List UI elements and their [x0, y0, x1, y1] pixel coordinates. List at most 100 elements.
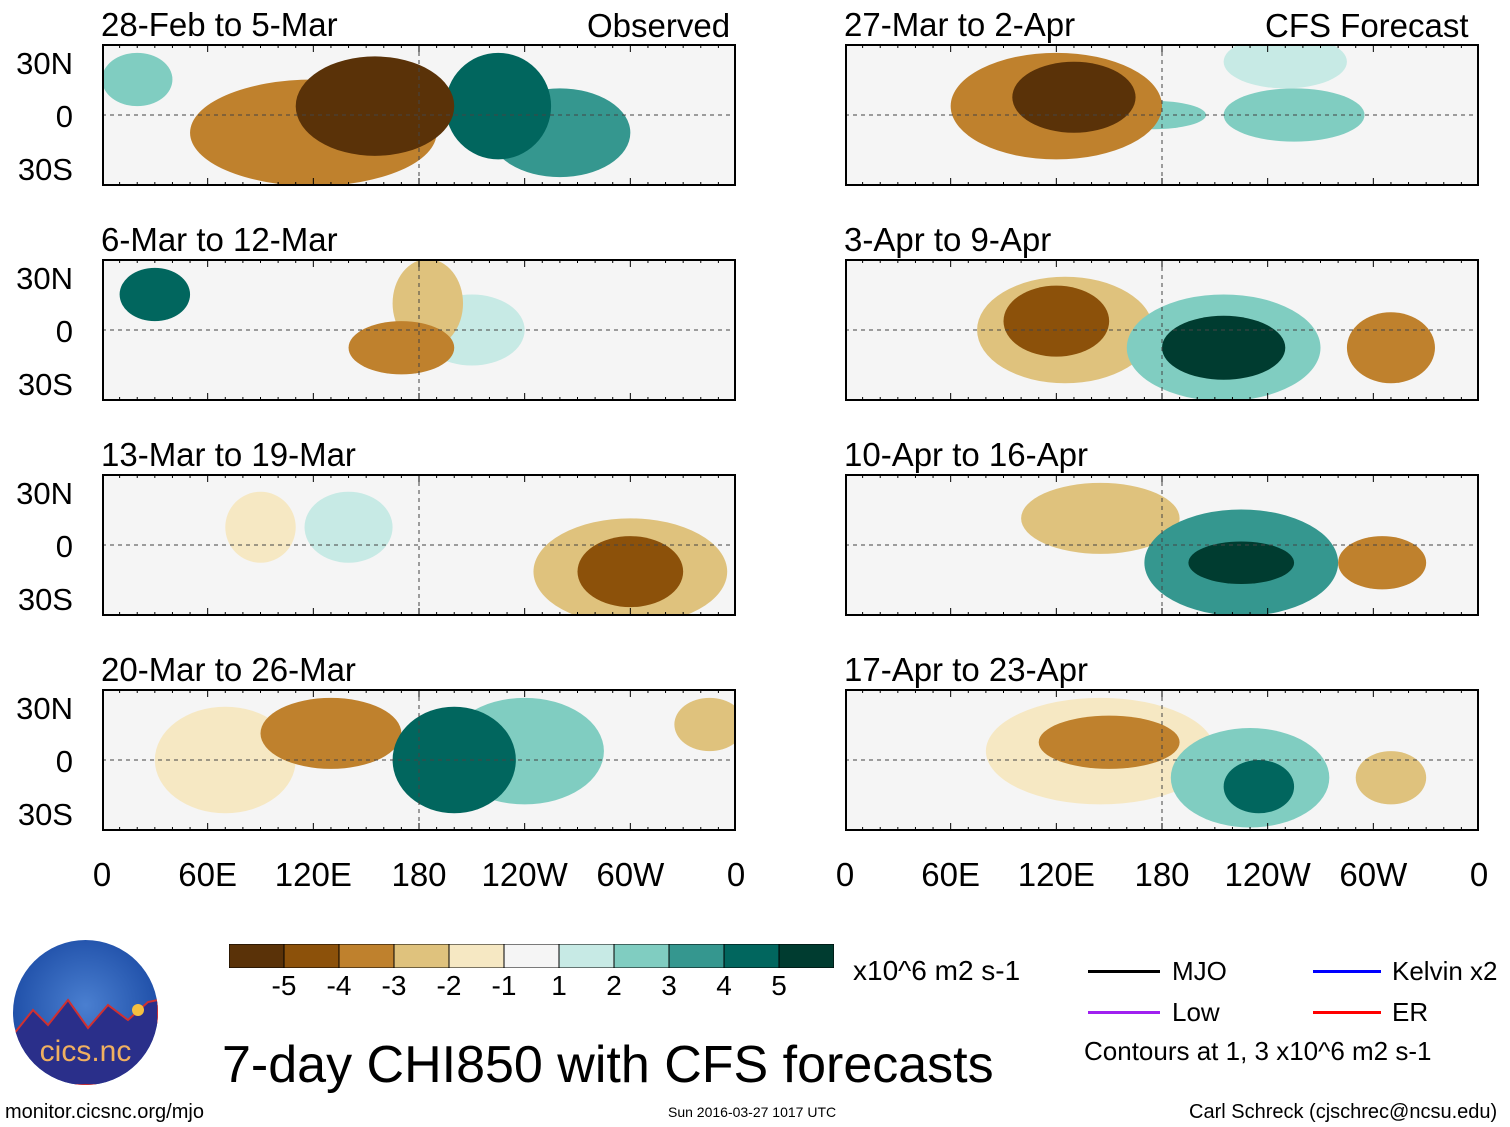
lat-label: 30S — [17, 797, 73, 832]
colorbar-label: -1 — [491, 970, 517, 1001]
lon-label: 0 — [1469, 856, 1489, 893]
colorbar-swatch — [393, 944, 450, 968]
legend-kelvin-line — [1313, 970, 1381, 973]
anomaly-region — [260, 697, 402, 769]
lat-label: 30S — [17, 152, 73, 187]
panel-title: 3-Apr to 9-Apr — [844, 221, 1052, 258]
logo-text: cics.nc — [39, 1035, 132, 1068]
anomaly-region — [1162, 315, 1286, 380]
panel-title: 27-Mar to 2-Apr — [844, 6, 1076, 43]
lat-label: 30N — [16, 261, 73, 296]
colorbar — [229, 944, 834, 968]
anomaly-region — [225, 491, 296, 563]
lon-label: 60E — [178, 856, 238, 893]
panel-title: 20-Mar to 26-Mar — [101, 651, 356, 688]
observed-header: Observed — [587, 7, 731, 44]
legend-kelvin: Kelvin x2 — [1392, 956, 1498, 986]
colorbar-swatch — [613, 944, 670, 968]
colorbar-swatch — [723, 944, 780, 968]
colorbar-label: -4 — [326, 970, 352, 1001]
lon-label: 120E — [1017, 856, 1095, 893]
anomaly-region — [1346, 312, 1435, 384]
anomaly-region — [1021, 482, 1180, 554]
lon-label: 0 — [835, 856, 855, 893]
panel-title: 10-Apr to 16-Apr — [844, 436, 1088, 473]
map-panel — [845, 689, 1479, 831]
colorbar-label: 4 — [716, 970, 732, 1001]
legend-mjo: MJO — [1172, 956, 1227, 986]
anomaly-region — [1038, 715, 1180, 769]
figure-title: 7-day CHI850 with CFS forecasts — [222, 1036, 994, 1094]
colorbar-label: 2 — [606, 970, 622, 1001]
lat-label: 0 — [55, 99, 73, 134]
lat-label: 0 — [55, 529, 73, 564]
lat-label: 30N — [16, 46, 73, 81]
legend-mjo-line — [1088, 970, 1160, 973]
colorbar-swatch — [338, 944, 395, 968]
anomaly-region — [674, 697, 736, 752]
anomaly-region — [445, 52, 552, 160]
legend-low: Low — [1172, 997, 1220, 1027]
anomaly-region — [577, 536, 684, 608]
footer-author: Carl Schreck (cjschrec@ncsu.edu) — [1189, 1101, 1498, 1123]
anomaly-region — [1003, 285, 1110, 357]
legend-er-line — [1313, 1011, 1381, 1014]
anomaly-region — [119, 267, 191, 322]
footer-url[interactable]: monitor.cicsnc.org/mjo — [5, 1101, 204, 1123]
contour-note: Contours at 1, 3 x10^6 m2 s-1 — [1084, 1036, 1432, 1066]
cicsnc-logo[interactable]: cics.nc — [13, 940, 158, 1085]
lon-label: 120W — [481, 856, 568, 893]
colorbar-swatch — [283, 944, 340, 968]
anomaly-region — [1223, 760, 1295, 814]
lon-label: 60W — [1339, 856, 1408, 893]
anomaly-region — [1338, 536, 1427, 590]
anomaly-region — [1223, 44, 1347, 89]
anomaly-region — [102, 52, 173, 107]
colorbar-label: -3 — [381, 970, 407, 1001]
lon-label: 0 — [726, 856, 746, 893]
colorbar-label: 5 — [771, 970, 787, 1001]
colorbar-swatch — [668, 944, 725, 968]
legend-low-line — [1088, 1011, 1160, 1014]
lat-label: 30S — [17, 582, 73, 617]
colorbar-label: 3 — [661, 970, 677, 1001]
lat-label: 30N — [16, 691, 73, 726]
map-panel — [102, 259, 736, 401]
anomaly-region — [1355, 751, 1427, 805]
anomaly-region — [295, 56, 455, 156]
colorbar-swatch — [229, 944, 285, 968]
panel-title: 28-Feb to 5-Mar — [101, 6, 338, 43]
legend-er: ER — [1392, 997, 1429, 1027]
lon-label: 0 — [92, 856, 112, 893]
colorbar-swatch — [778, 944, 834, 968]
map-panel — [845, 474, 1479, 616]
footer-timestamp: Sun 2016-03-27 1017 UTC — [668, 1104, 837, 1120]
map-panel — [845, 44, 1479, 186]
lat-label: 30S — [17, 367, 73, 402]
anomaly-region — [1012, 61, 1136, 133]
colorbar-swatch — [503, 944, 560, 968]
panel-title: 6-Mar to 12-Mar — [101, 221, 338, 258]
mountain-icon — [13, 998, 158, 1085]
colorbar-units: x10^6 m2 s-1 — [853, 955, 1021, 986]
panel-title: 17-Apr to 23-Apr — [844, 651, 1088, 688]
colorbar-label: -5 — [271, 970, 297, 1001]
colorbar-swatch — [448, 944, 505, 968]
anomaly-region — [304, 491, 393, 563]
forecast-header: CFS Forecast — [1265, 7, 1469, 44]
lat-label: 0 — [55, 744, 73, 779]
colorbar-label: -2 — [436, 970, 462, 1001]
lon-label: 120W — [1224, 856, 1311, 893]
colorbar-swatch — [558, 944, 615, 968]
anomaly-region — [348, 321, 455, 375]
lat-label: 30N — [16, 476, 73, 511]
map-panel — [102, 689, 736, 831]
map-panel — [102, 44, 736, 186]
lon-label: 180 — [1134, 856, 1190, 893]
lon-label: 180 — [391, 856, 447, 893]
panel-title: 13-Mar to 19-Mar — [101, 436, 356, 473]
map-panel — [845, 259, 1479, 401]
anomaly-region — [1188, 541, 1295, 585]
lon-label: 60E — [921, 856, 981, 893]
